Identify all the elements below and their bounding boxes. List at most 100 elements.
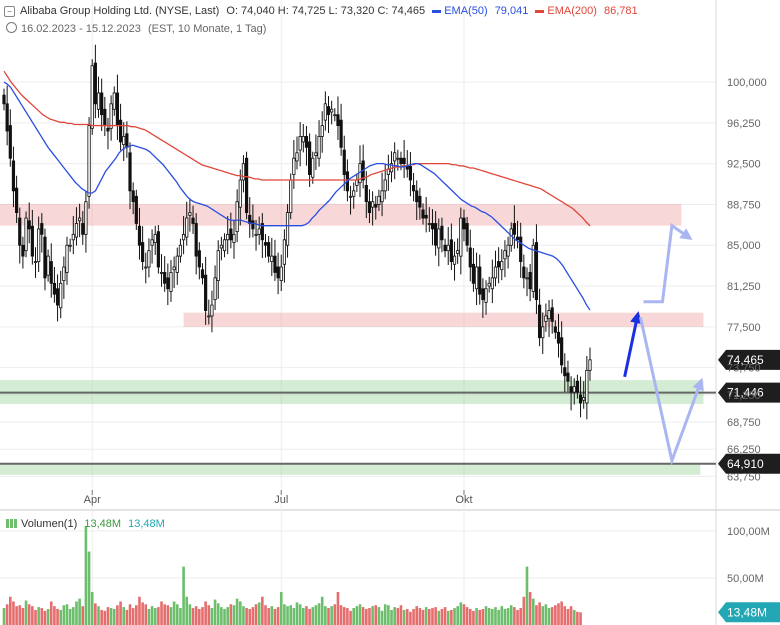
volume-bar bbox=[144, 604, 148, 625]
volume-bar bbox=[261, 596, 264, 625]
candle-body bbox=[106, 127, 110, 132]
volume-bar bbox=[472, 610, 475, 625]
volume-bar bbox=[361, 607, 365, 625]
volume-bar bbox=[377, 607, 381, 625]
candle-body bbox=[276, 266, 280, 279]
clock-icon bbox=[6, 22, 17, 33]
candle-body bbox=[569, 386, 573, 393]
candle-body bbox=[93, 62, 97, 105]
candle-body bbox=[273, 255, 277, 273]
volume-bar bbox=[459, 602, 463, 625]
candle-body bbox=[78, 217, 82, 222]
volume-bar bbox=[393, 607, 396, 625]
candle-body bbox=[150, 239, 154, 246]
candle-body bbox=[2, 94, 6, 105]
volume-bar bbox=[5, 604, 9, 625]
volume-header: Volumen(1) 13,48M 13,48M bbox=[6, 518, 169, 530]
volume-bar bbox=[147, 608, 151, 625]
candle-body bbox=[254, 233, 258, 236]
volume-bar bbox=[405, 608, 409, 625]
candle-body bbox=[87, 125, 91, 197]
candle-body bbox=[497, 261, 501, 268]
candle-body bbox=[125, 133, 129, 148]
candle-body bbox=[244, 157, 249, 214]
volume-bar bbox=[34, 609, 37, 625]
candle-body bbox=[575, 380, 579, 393]
candle-body bbox=[339, 119, 343, 148]
volume-bar bbox=[311, 607, 315, 625]
candle-body bbox=[232, 233, 236, 243]
candle-body bbox=[115, 92, 120, 126]
candle-body bbox=[27, 220, 31, 230]
candle-body bbox=[434, 223, 438, 246]
candle-body bbox=[371, 201, 375, 208]
volume-bar bbox=[65, 604, 69, 625]
candle-body bbox=[459, 217, 463, 257]
level-badge bbox=[718, 382, 780, 403]
volume-bar bbox=[235, 598, 239, 625]
candle-body bbox=[100, 92, 104, 116]
candle-body bbox=[377, 195, 381, 205]
candle-body bbox=[128, 152, 132, 192]
volume-bar bbox=[383, 604, 387, 625]
candle-body bbox=[525, 277, 529, 280]
volume-bar bbox=[355, 606, 359, 625]
volume-bar bbox=[320, 596, 324, 625]
volume-bar bbox=[487, 608, 491, 625]
collapse-icon[interactable]: − bbox=[4, 6, 15, 17]
candle-body bbox=[263, 242, 268, 246]
candle-body bbox=[15, 187, 19, 214]
volume-value-1: 13,48M bbox=[84, 518, 122, 530]
ema200-value: 86,781 bbox=[604, 5, 638, 17]
candle-body bbox=[185, 217, 189, 238]
volume-bar bbox=[531, 598, 535, 625]
candle-body bbox=[478, 266, 482, 295]
volume-bar bbox=[491, 608, 494, 625]
volume-bar bbox=[24, 600, 28, 625]
price-levels: 71,446 64,910 74,465 bbox=[0, 349, 780, 474]
volume-bar bbox=[182, 566, 185, 625]
support-zone bbox=[0, 463, 701, 475]
volume-bar bbox=[462, 604, 466, 625]
volume-bar bbox=[257, 602, 261, 625]
candle-body bbox=[443, 244, 447, 252]
candle-body bbox=[424, 214, 428, 219]
candle-body bbox=[298, 136, 302, 151]
candle-body bbox=[572, 386, 576, 393]
candle-body bbox=[163, 272, 167, 284]
candle-body bbox=[544, 315, 548, 322]
candle-body bbox=[289, 179, 293, 214]
y-tick-label: 92,500 bbox=[727, 159, 761, 171]
resistance-zone bbox=[0, 203, 682, 226]
candle-body bbox=[282, 239, 286, 265]
candle-body bbox=[204, 274, 208, 311]
volume-bar bbox=[150, 606, 154, 625]
volume-bar bbox=[43, 610, 47, 625]
volume-bar bbox=[305, 606, 308, 625]
ema50-swatch bbox=[432, 9, 442, 13]
volume-bar bbox=[251, 607, 255, 625]
candle-body bbox=[251, 220, 255, 230]
candle-body bbox=[399, 157, 403, 165]
volume-bar bbox=[188, 604, 192, 625]
forecast-arrow-scenario bbox=[643, 223, 693, 304]
volume-bar bbox=[446, 610, 450, 625]
candle-body bbox=[364, 185, 368, 203]
volume-bar bbox=[569, 606, 573, 625]
candle-body bbox=[556, 331, 561, 344]
volume-bar bbox=[519, 608, 522, 625]
candle-body bbox=[582, 397, 586, 401]
volume-bar bbox=[97, 606, 100, 625]
volume-bar bbox=[49, 601, 53, 625]
volume-bar bbox=[434, 607, 437, 625]
level-badge-label: 71,446 bbox=[727, 386, 764, 400]
candle-body bbox=[465, 223, 469, 246]
volume-tick-label: 100,00M bbox=[727, 526, 770, 538]
volume-bar bbox=[544, 604, 548, 625]
volume-icon bbox=[6, 519, 18, 528]
volume-bar bbox=[292, 608, 296, 625]
candle-body bbox=[191, 217, 195, 224]
candle-body bbox=[380, 190, 384, 203]
